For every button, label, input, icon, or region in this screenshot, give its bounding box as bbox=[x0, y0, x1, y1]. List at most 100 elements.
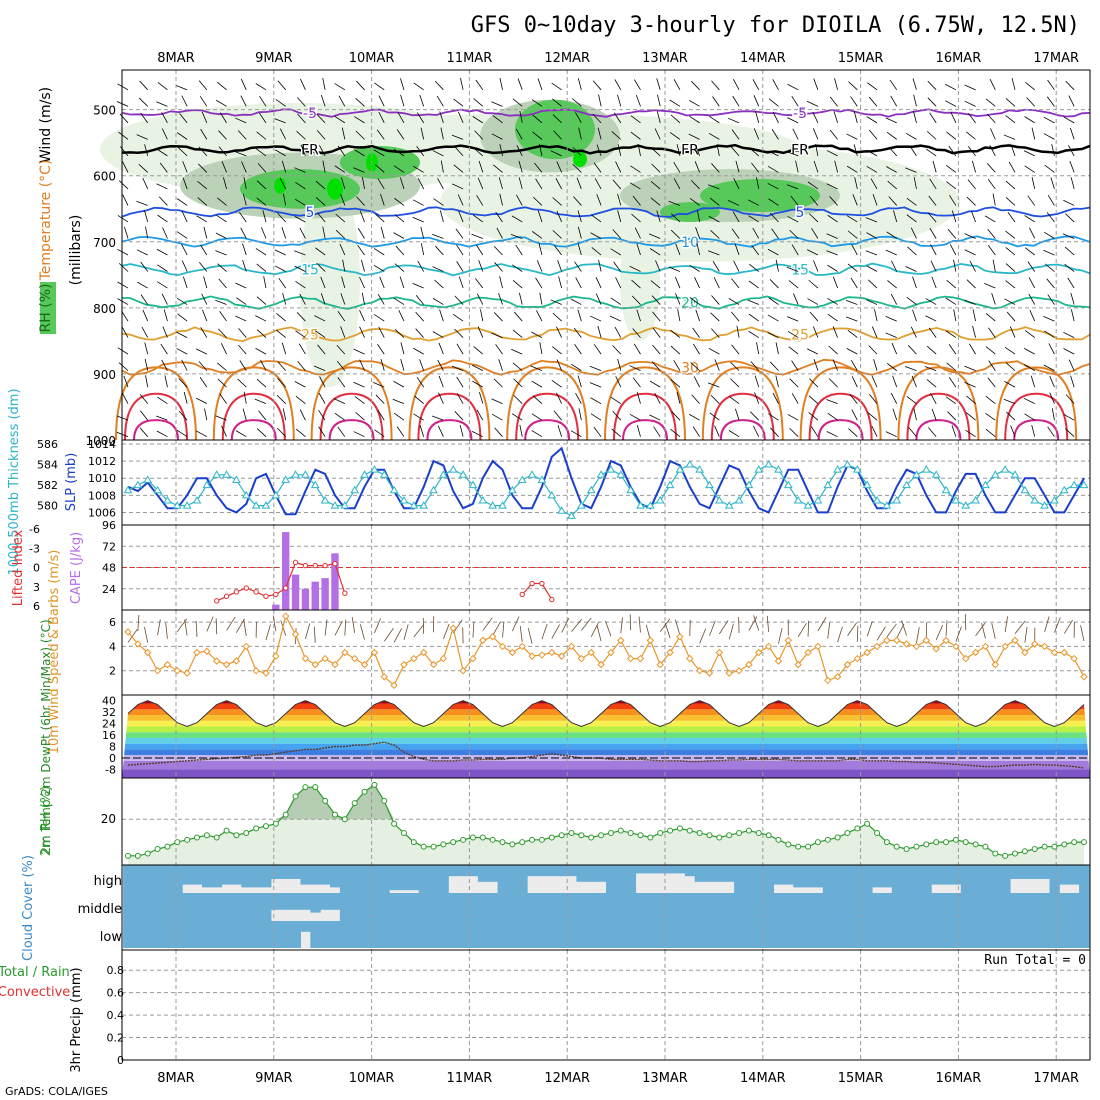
wind-barb bbox=[281, 160, 287, 173]
rh-point bbox=[203, 832, 210, 839]
thickness-point bbox=[350, 485, 360, 494]
wind-barb bbox=[791, 360, 799, 371]
wind-speed-point bbox=[439, 654, 448, 663]
cloud-cell bbox=[960, 893, 972, 921]
cloud-cell bbox=[389, 921, 400, 948]
wind-barb bbox=[1031, 424, 1036, 437]
cloud-cell bbox=[428, 865, 439, 893]
wind-speed-point bbox=[656, 660, 664, 669]
wind-barb bbox=[597, 127, 602, 140]
wind-speed-point bbox=[1050, 648, 1059, 657]
wind-barb bbox=[649, 414, 661, 421]
wind-barb bbox=[163, 309, 168, 322]
cloud-cell bbox=[448, 865, 459, 877]
slp-tick-label: 1012 bbox=[88, 455, 116, 468]
cloud-cell bbox=[1019, 921, 1031, 948]
wind-barb bbox=[966, 395, 976, 404]
wind-barb bbox=[869, 129, 878, 140]
cloud-cell bbox=[665, 921, 676, 948]
wind-barb bbox=[711, 328, 720, 338]
wind-barb bbox=[789, 229, 799, 239]
wind-barb bbox=[648, 233, 661, 239]
cloud-cell bbox=[1069, 921, 1080, 948]
thickness-point bbox=[626, 485, 636, 494]
surface-wind-barb bbox=[797, 622, 807, 638]
wind-barb bbox=[887, 280, 897, 289]
wind-barb bbox=[631, 295, 641, 305]
cloud-cell bbox=[359, 865, 370, 893]
warm-contour bbox=[719, 419, 766, 441]
cloud-cell bbox=[349, 921, 361, 948]
wind-barb bbox=[929, 112, 937, 124]
wind-barb bbox=[891, 260, 898, 272]
cloud-cell bbox=[635, 865, 646, 874]
wind-barb bbox=[124, 226, 129, 239]
wind-speed-point bbox=[814, 642, 822, 651]
thickness-point bbox=[271, 490, 281, 499]
wind-barb bbox=[811, 228, 819, 239]
wind-barb bbox=[136, 249, 148, 256]
wind-barb bbox=[537, 210, 543, 223]
wind-barb bbox=[928, 427, 937, 437]
wind-barb bbox=[670, 114, 681, 124]
wind-barb bbox=[1023, 397, 1035, 405]
wind-barb bbox=[394, 214, 405, 223]
wind-barb bbox=[195, 348, 208, 355]
wind-barb bbox=[218, 278, 227, 289]
thickness-point bbox=[1059, 485, 1069, 494]
wind-barb bbox=[558, 276, 563, 289]
wind-barb bbox=[539, 292, 543, 305]
cloud-cell bbox=[231, 865, 242, 885]
cloud-cell bbox=[684, 921, 696, 948]
surface-wind-barb bbox=[847, 622, 857, 636]
wind-barb bbox=[1070, 309, 1075, 322]
wind-barb bbox=[787, 413, 799, 421]
cloud-cell bbox=[1010, 921, 1021, 948]
thickness-point bbox=[439, 470, 448, 478]
cloud-cell bbox=[546, 865, 558, 877]
cloud-cell bbox=[389, 893, 400, 921]
cloud-cell bbox=[606, 921, 617, 948]
wind-barb bbox=[890, 392, 898, 404]
wind-barb bbox=[156, 430, 168, 438]
wind-barb bbox=[708, 215, 720, 223]
cloud-cell bbox=[507, 893, 518, 921]
wind-barb bbox=[121, 392, 129, 404]
wind-barb bbox=[890, 293, 898, 305]
surface-wind-barb bbox=[675, 619, 681, 636]
wind-barb bbox=[237, 378, 247, 388]
wind-barb bbox=[905, 167, 917, 173]
wind-barb bbox=[669, 132, 681, 140]
surface-wind-barb bbox=[856, 625, 859, 642]
wind-barb bbox=[1024, 247, 1035, 256]
cloud-cell bbox=[261, 893, 272, 921]
cloud-cell bbox=[152, 921, 163, 948]
axis-label-temperature: Temperature (°C) bbox=[38, 160, 54, 282]
wind-barb bbox=[652, 311, 661, 322]
wind-barb bbox=[316, 262, 326, 272]
wind-barb bbox=[552, 197, 562, 206]
wind-barb bbox=[1065, 394, 1075, 404]
wind-barb bbox=[1023, 348, 1035, 355]
wind-barb bbox=[335, 229, 346, 239]
thickness-point bbox=[675, 465, 685, 473]
wind-barb bbox=[478, 160, 484, 173]
wind-barb bbox=[276, 329, 286, 338]
wind-speed-point bbox=[1080, 673, 1088, 681]
wind-barb bbox=[656, 210, 661, 223]
wind-barb bbox=[552, 114, 562, 124]
cloud-cell bbox=[852, 921, 863, 948]
cloud-cell bbox=[773, 865, 784, 885]
wind-barb bbox=[438, 375, 444, 388]
warm-contour bbox=[115, 366, 197, 441]
wind-barb bbox=[1067, 277, 1075, 289]
wind-barb bbox=[987, 245, 996, 256]
wind-barb bbox=[420, 243, 425, 256]
wind-barb bbox=[141, 326, 149, 338]
wind-barb bbox=[118, 131, 129, 140]
surface-wind-barb bbox=[886, 623, 897, 638]
cloud-cell bbox=[773, 893, 784, 921]
wind-barb bbox=[656, 111, 661, 123]
temperature-band bbox=[122, 709, 1090, 716]
temperature-contour-label: FR bbox=[791, 142, 809, 158]
